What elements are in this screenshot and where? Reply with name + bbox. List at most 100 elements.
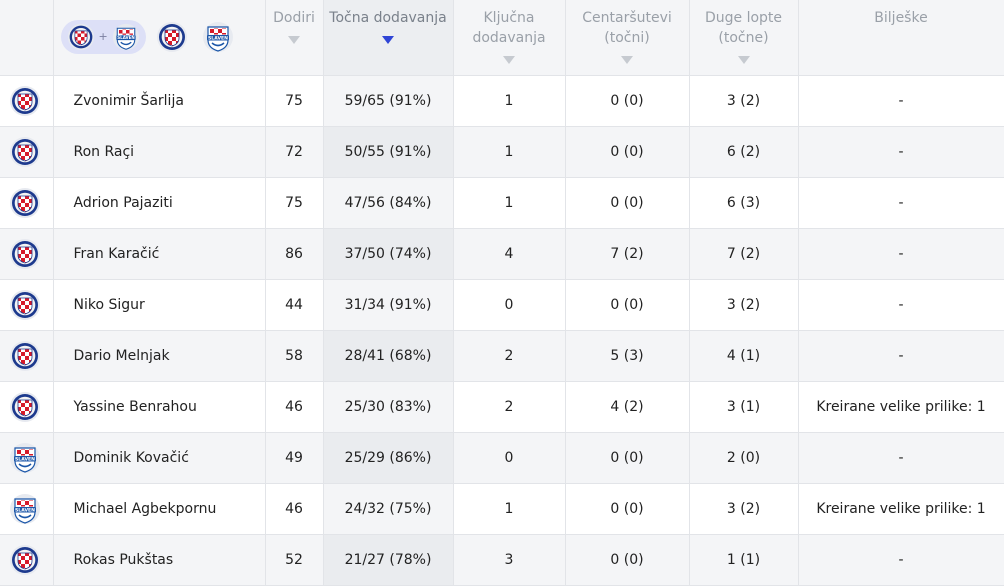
column-label: Ključna <box>483 10 535 26</box>
cell-biljeske: - <box>798 279 1004 331</box>
cell-tocna-dodavanja: 25/30 (83%) <box>323 381 454 433</box>
cell-centarsutevi: 0 (0) <box>565 534 690 586</box>
table-row[interactable]: Dario Melnjak 58 28/41 (68%) 2 5 (3) 4 (1) - <box>0 330 1004 382</box>
corner-cell <box>0 0 54 76</box>
hajduk-badge-icon <box>9 544 41 576</box>
cell-biljeske: Kreirane velike prilike: 1 <box>798 483 1004 535</box>
cell-biljeske: - <box>798 432 1004 484</box>
hajduk-badge-icon <box>9 391 41 423</box>
column-label: Centaršutevi <box>582 10 672 26</box>
table-body: Zvonimir Šarlija 75 59/65 (91%) 1 0 (0) 3 (2)… <box>0 75 1004 586</box>
cell-duge-lopte: 6 (3) <box>689 177 799 229</box>
hajduk-badge-icon <box>9 289 41 321</box>
cell-duge-lopte: 1 (1) <box>689 534 799 586</box>
cell-centarsutevi: 7 (2) <box>565 228 690 280</box>
club-logo-cell <box>0 330 54 382</box>
cell-dodiri: 46 <box>265 483 324 535</box>
cell-kljucna-dodavanja: 3 <box>453 534 566 586</box>
cell-kljucna-dodavanja: 1 <box>453 177 566 229</box>
cell-duge-lopte: 6 (2) <box>689 126 799 178</box>
table-row[interactable]: Fran Karačić 86 37/50 (74%) 4 7 (2) 7 (2) - <box>0 228 1004 280</box>
filter-hajduk-button[interactable] <box>156 21 188 53</box>
cell-kljucna-dodavanja: 2 <box>453 330 566 382</box>
club-logo-cell <box>0 228 54 280</box>
column-header-centarsutevi[interactable]: Centaršutevi (točni) <box>565 0 690 76</box>
slaven-badge-icon <box>112 23 140 51</box>
hajduk-badge-icon <box>9 187 41 219</box>
cell-tocna-dodavanja: 37/50 (74%) <box>323 228 454 280</box>
cell-duge-lopte: 2 (0) <box>689 432 799 484</box>
cell-duge-lopte: 3 (2) <box>689 483 799 535</box>
sort-arrow-icon <box>503 56 515 64</box>
cell-centarsutevi: 4 (2) <box>565 381 690 433</box>
player-name[interactable]: Fran Karačić <box>53 228 266 280</box>
cell-dodiri: 49 <box>265 432 324 484</box>
club-logo-cell <box>0 432 54 484</box>
player-name[interactable]: Niko Sigur <box>53 279 266 331</box>
column-header-biljeske: Bilješke <box>798 0 1004 76</box>
cell-kljucna-dodavanja: 2 <box>453 381 566 433</box>
cell-duge-lopte: 3 (1) <box>689 381 799 433</box>
club-logo-cell <box>0 177 54 229</box>
club-logo-cell <box>0 279 54 331</box>
cell-kljucna-dodavanja: 0 <box>453 432 566 484</box>
hajduk-badge-icon <box>67 23 95 51</box>
column-label: (točne) <box>718 30 769 46</box>
cell-duge-lopte: 7 (2) <box>689 228 799 280</box>
table-row[interactable]: Dominik Kovačić 49 25/29 (86%) 0 0 (0) 2 (0) - <box>0 432 1004 484</box>
column-header-dodiri[interactable]: Dodiri <box>265 0 324 76</box>
player-name[interactable]: Yassine Benrahou <box>53 381 266 433</box>
filter-both-teams-button[interactable]: + <box>60 20 146 55</box>
cell-tocna-dodavanja: 59/65 (91%) <box>323 75 454 127</box>
cell-biljeske: Kreirane velike prilike: 1 <box>798 381 1004 433</box>
team-filters: + <box>54 20 265 55</box>
column-header-tocna-dodavanja[interactable]: Točna dodavanja <box>323 0 454 76</box>
player-name[interactable]: Rokas Pukštas <box>53 534 266 586</box>
filter-slaven-button[interactable] <box>202 21 234 53</box>
column-label: Dodiri <box>273 10 315 26</box>
player-name[interactable]: Dominik Kovačić <box>53 432 266 484</box>
column-label: Duge lopte <box>704 10 783 26</box>
player-name[interactable]: Ron Raçi <box>53 126 266 178</box>
slaven-badge-icon <box>9 442 41 474</box>
club-logo-cell <box>0 534 54 586</box>
sort-arrow-icon <box>737 56 750 64</box>
cell-tocna-dodavanja: 47/56 (84%) <box>323 177 454 229</box>
hajduk-badge-icon <box>9 238 41 270</box>
cell-biljeske: - <box>798 75 1004 127</box>
sort-arrow-active-icon <box>382 36 394 44</box>
table-row[interactable]: Zvonimir Šarlija 75 59/65 (91%) 1 0 (0) 3 (2)… <box>0 75 1004 127</box>
table-row[interactable]: Rokas Pukštas 52 21/27 (78%) 3 0 (0) 1 (1) - <box>0 534 1004 586</box>
hajduk-badge-icon <box>9 136 41 168</box>
column-header-kljucna-dodavanja[interactable]: Ključna dodavanja <box>453 0 566 76</box>
cell-dodiri: 52 <box>265 534 324 586</box>
table-row[interactable]: Michael Agbekpornu 46 24/32 (75%) 1 0 (0) 3 (… <box>0 483 1004 535</box>
cell-tocna-dodavanja: 50/55 (91%) <box>323 126 454 178</box>
table-row[interactable]: Adrion Pajaziti 75 47/56 (84%) 1 0 (0) 6 (3) - <box>0 177 1004 229</box>
club-logo-cell <box>0 381 54 433</box>
player-name[interactable]: Adrion Pajaziti <box>53 177 266 229</box>
slaven-badge-icon <box>9 493 41 525</box>
cell-kljucna-dodavanja: 1 <box>453 483 566 535</box>
player-name[interactable]: Dario Melnjak <box>53 330 266 382</box>
cell-centarsutevi: 0 (0) <box>565 432 690 484</box>
column-label: dodavanja <box>472 30 546 46</box>
cell-biljeske: - <box>798 177 1004 229</box>
table-row[interactable]: Ron Raçi 72 50/55 (91%) 1 0 (0) 6 (2) - <box>0 126 1004 178</box>
sort-arrow-icon <box>621 56 633 64</box>
column-label: (točni) <box>604 30 650 46</box>
cell-tocna-dodavanja: 21/27 (78%) <box>323 534 454 586</box>
cell-tocna-dodavanja: 25/29 (86%) <box>323 432 454 484</box>
cell-centarsutevi: 0 (0) <box>565 177 690 229</box>
club-logo-cell <box>0 75 54 127</box>
cell-dodiri: 58 <box>265 330 324 382</box>
table-row[interactable]: Yassine Benrahou 46 25/30 (83%) 2 4 (2) 3 (1)… <box>0 381 1004 433</box>
player-name[interactable]: Michael Agbekpornu <box>53 483 266 535</box>
table-row[interactable]: Niko Sigur 44 31/34 (91%) 0 0 (0) 3 (2) - <box>0 279 1004 331</box>
cell-tocna-dodavanja: 31/34 (91%) <box>323 279 454 331</box>
cell-tocna-dodavanja: 24/32 (75%) <box>323 483 454 535</box>
header-row: + Dodiri Točna dodavanja Ključna dodavan… <box>0 0 1004 76</box>
column-header-duge-lopte[interactable]: Duge lopte (točne) <box>689 0 799 76</box>
player-name[interactable]: Zvonimir Šarlija <box>53 75 266 127</box>
